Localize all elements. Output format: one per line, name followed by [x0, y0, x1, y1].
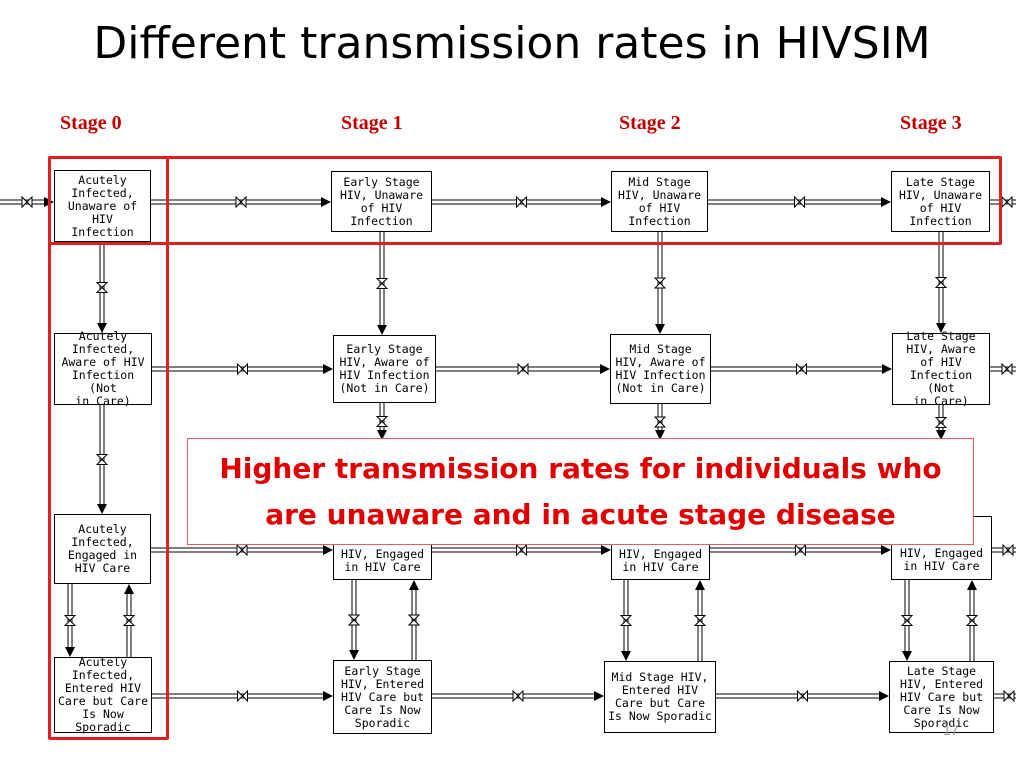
flow-v-c3-r0-r1-arrowhead: [936, 323, 946, 333]
stage-3-label: Stage 3: [900, 112, 962, 134]
flow-r1-c1-c2-valve-icon: [517, 362, 529, 376]
flow-r0-c0-c1-arrowhead: [321, 197, 331, 207]
flow-v-c3-r2-r3-down-valve-icon: [900, 615, 914, 626]
box-early-aware: Early Stage HIV, Aware of HIV Infection …: [333, 335, 436, 403]
flow-r3-out-valve-icon: [1003, 689, 1015, 703]
flow-r2-c2-c3-valve-icon: [795, 543, 806, 557]
flow-r3-c1-c2-valve-icon: [512, 689, 524, 703]
box-late-aware: Late Stage HIV, Aware of HIV Infection (…: [892, 330, 990, 408]
flow-v-c0-r2-r3-down-valve-icon: [63, 615, 77, 626]
flow-r2-out-valve-icon: [1002, 543, 1014, 557]
box-mid-unaware: Mid Stage HIV, Unaware of HIV Infection: [611, 171, 708, 232]
flow-v-c3-r1-r2-valve-icon: [934, 417, 948, 428]
stage-2-label: Stage 2: [619, 112, 681, 134]
flow-r0-c2-c3-arrowhead: [881, 197, 891, 207]
flow-v-c0-r2-r3-down-arrowhead: [65, 647, 75, 657]
box-acute-sporadic: Acutely Infected, Entered HIV Care but C…: [54, 656, 152, 734]
flow-r0-c1-c2-valve-icon: [516, 195, 527, 209]
flow-v-c3-r1-r2-arrowhead: [936, 430, 946, 440]
page-number: 17: [943, 722, 959, 738]
box-mid-sporadic: Mid Stage HIV, Entered HIV Care but Care…: [604, 661, 716, 733]
flow-r1-out-valve-icon: [1001, 362, 1013, 376]
flow-r3-c2-c3-arrowhead: [879, 691, 889, 701]
box-acute-engaged: Acutely Infected, Engaged in HIV Care: [54, 514, 151, 584]
box-acute-unaware: Acutely Infected, Unaware of HIV Infecti…: [54, 170, 151, 242]
flow-v-c1-r0-r1-arrowhead: [377, 325, 387, 335]
flow-v-c0-r1-r2-arrowhead: [97, 504, 107, 514]
flow-r1-c2-c3-arrowhead: [882, 364, 892, 374]
box-early-unaware: Early Stage HIV, Unaware of HIV Infectio…: [331, 171, 432, 232]
flow-v-c2-r1-r2-arrowhead: [655, 430, 665, 440]
flow-r1-c0-c1-valve-icon: [237, 362, 248, 376]
flow-r1-c2-c3-valve-icon: [796, 362, 807, 376]
box-mid-aware: Mid Stage HIV, Aware of HIV Infection (N…: [610, 334, 711, 404]
flow-v-c3-r0-r1-valve-icon: [934, 277, 948, 288]
flow-v-c0-r3-r2-up-arrowhead: [124, 584, 134, 594]
flow-v-c3-r3-r2-up-valve-icon: [965, 615, 979, 626]
flow-v-c2-r2-r3-down-valve-icon: [619, 615, 633, 626]
flow-r0-c1-c2-arrowhead: [601, 197, 611, 207]
stage-0-label: Stage 0: [60, 112, 122, 134]
flow-inflow-acute-valve-icon: [21, 195, 33, 209]
flow-r0-c2-c3-valve-icon: [794, 195, 805, 209]
flow-r2-c2-c3-arrowhead: [881, 545, 891, 555]
flow-r1-c1-c2-arrowhead: [600, 364, 610, 374]
flow-v-c2-r1-r2-valve-icon: [653, 416, 667, 428]
flow-v-c1-r0-r1-valve-icon: [375, 278, 389, 289]
flow-v-c1-r2-r3-down-arrowhead: [349, 650, 359, 660]
flow-v-c1-r3-r2-up-valve-icon: [407, 614, 421, 626]
stage-1-label: Stage 1: [341, 112, 403, 134]
flow-v-c0-r1-r2-valve-icon: [95, 454, 109, 465]
flow-v-c0-r0-r1-arrowhead: [97, 323, 107, 333]
flow-v-c1-r3-r2-up-arrowhead: [409, 580, 419, 590]
highlight-acute-column: [48, 156, 169, 740]
flow-v-c2-r0-r1-arrowhead: [655, 324, 665, 334]
flow-r2-c1-c2-valve-icon: [516, 543, 527, 557]
flow-r3-c0-c1-arrowhead: [323, 691, 333, 701]
flow-r3-c2-c3-valve-icon: [797, 689, 808, 703]
flow-r1-c0-c1-arrowhead: [323, 364, 333, 374]
box-early-sporadic: Early Stage HIV, Entered HIV Care but Ca…: [333, 660, 432, 734]
flow-r0-c0-c1-valve-icon: [235, 195, 247, 209]
flow-v-c2-r3-r2-up-valve-icon: [693, 615, 707, 626]
flow-v-c0-r0-r1-valve-icon: [95, 282, 109, 293]
box-acute-aware: Acutely Infected, Aware of HIV Infection…: [54, 330, 152, 408]
highlight-unaware-row: [48, 156, 1002, 245]
flow-r2-c0-c1-valve-icon: [236, 543, 248, 557]
flow-v-c3-r2-r3-down-arrowhead: [902, 651, 912, 661]
flow-v-c2-r3-r2-up-arrowhead: [695, 580, 705, 590]
slide-title: Different transmission rates in HIVSIM: [93, 18, 931, 69]
flow-r0-out-valve-icon: [1001, 195, 1013, 209]
box-late-sporadic: Late Stage HIV, Entered HIV Care but Car…: [889, 661, 994, 733]
flow-r3-c0-c1-valve-icon: [237, 689, 248, 703]
flow-v-c3-r3-r2-up-arrowhead: [967, 580, 977, 590]
flow-v-c2-r2-r3-down-arrowhead: [621, 651, 631, 661]
flow-v-c1-r1-r2-valve-icon: [375, 416, 389, 427]
flow-v-c2-r0-r1-valve-icon: [653, 277, 667, 289]
flow-v-c1-r2-r3-down-valve-icon: [347, 614, 361, 626]
flow-r3-c1-c2-arrowhead: [594, 691, 604, 701]
flow-v-c0-r3-r2-up-valve-icon: [122, 615, 136, 626]
flow-r2-c1-c2-arrowhead: [601, 545, 611, 555]
callout-box: Higher transmission rates for individual…: [187, 438, 974, 545]
flow-v-c1-r1-r2-arrowhead: [377, 430, 387, 440]
box-late-unaware: Late Stage HIV, Unaware of HIV Infection: [891, 171, 990, 232]
flow-r2-c0-c1-arrowhead: [323, 545, 333, 555]
